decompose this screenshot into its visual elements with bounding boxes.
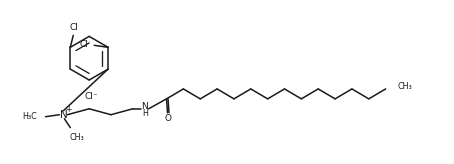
Text: H₃C: H₃C — [22, 112, 37, 121]
Text: Cl: Cl — [80, 40, 89, 49]
Text: H: H — [142, 109, 148, 118]
Text: Cl: Cl — [70, 23, 79, 32]
Text: CH₃: CH₃ — [398, 82, 412, 92]
Text: Cl⁻: Cl⁻ — [84, 92, 98, 101]
Text: +: + — [65, 105, 72, 114]
Text: N: N — [141, 102, 148, 111]
Text: CH₃: CH₃ — [70, 133, 84, 142]
Text: O: O — [165, 114, 172, 123]
Text: N: N — [59, 110, 67, 120]
